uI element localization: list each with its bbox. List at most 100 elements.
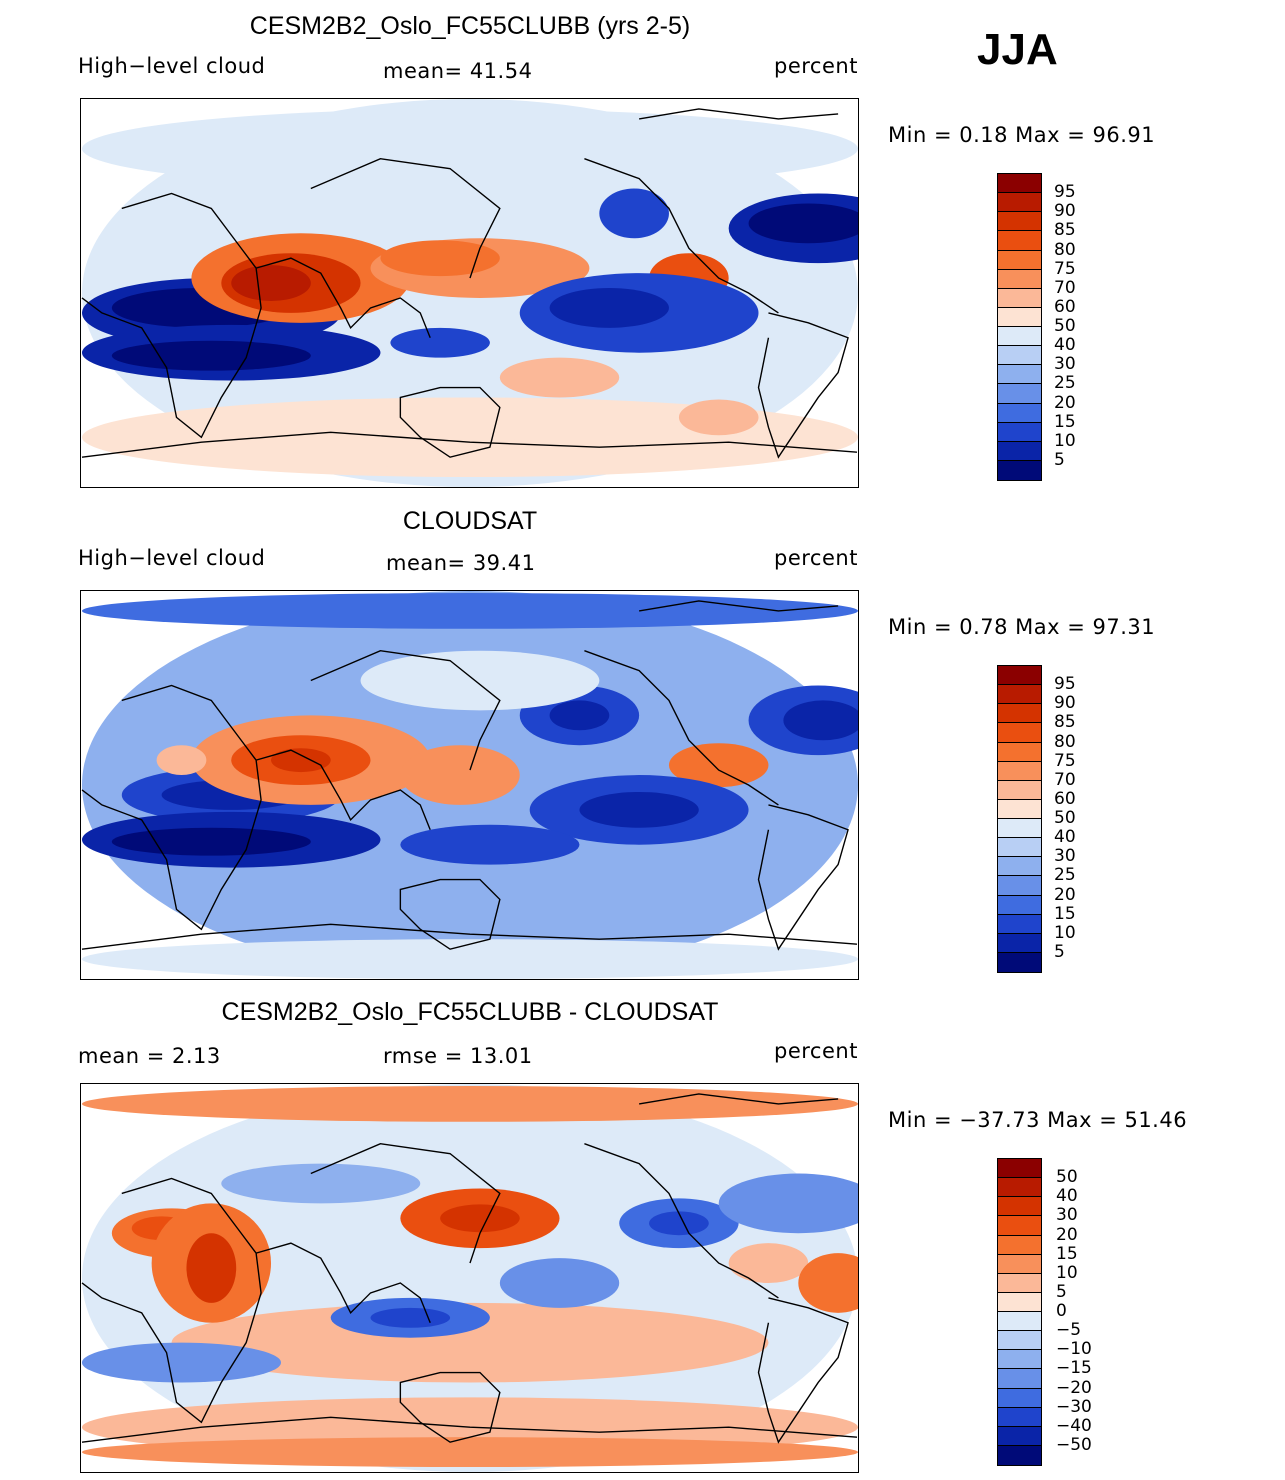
panel-2-minmax: Min = 0.78 Max = 97.31 [888, 615, 1156, 639]
field-contour [360, 650, 600, 711]
field-contour [370, 1307, 451, 1328]
colorbar-tick-label: 20 [1054, 392, 1076, 413]
colorbar-tick-label: 5 [1056, 1281, 1067, 1302]
colorbar-tick-label: 20 [1056, 1224, 1078, 1245]
field-contour [649, 1211, 709, 1236]
panel-2-left-label: High−level cloud [78, 546, 266, 570]
colorbar-tick-label: 20 [1054, 884, 1076, 905]
field-contour [599, 188, 669, 239]
colorbar-swatch [998, 231, 1041, 251]
panel-1-minmax: Min = 0.18 Max = 96.91 [888, 123, 1156, 147]
field-contour [499, 1258, 620, 1308]
colorbar-swatch [998, 780, 1041, 800]
colorbar-swatch [998, 914, 1041, 934]
coastlines [81, 1093, 858, 1444]
field-contour [81, 592, 858, 629]
colorbar-swatch [998, 1426, 1041, 1446]
colorbar-tick-label: 40 [1056, 1186, 1078, 1207]
field-contour [783, 700, 858, 741]
colorbar-tick-label: 75 [1054, 258, 1076, 279]
colorbar-swatch [998, 895, 1041, 915]
colorbar-swatch [998, 288, 1041, 308]
coastline [310, 649, 501, 771]
field-contour [728, 1243, 809, 1283]
panel-3-colorbar [997, 1158, 1042, 1466]
field-contour [400, 824, 580, 865]
field-contour [549, 288, 669, 328]
coastline [81, 192, 262, 439]
colorbar-tick-label: −20 [1056, 1377, 1092, 1398]
colorbar-tick-label: 70 [1054, 769, 1076, 790]
field-contour [549, 700, 610, 731]
colorbar-tick-label: 15 [1054, 903, 1076, 924]
field-contour [81, 939, 858, 979]
colorbar-swatch [998, 819, 1041, 839]
coastlines [81, 108, 858, 459]
colorbar-swatch [998, 327, 1041, 347]
field-layer [81, 591, 858, 979]
colorbar-tick-label: 80 [1054, 239, 1076, 260]
colorbar-swatch [998, 1216, 1041, 1236]
panel-2-units-label: percent [774, 546, 858, 570]
panel-1-units-label: percent [774, 54, 858, 78]
colorbar-swatch [998, 1292, 1041, 1312]
colorbar-swatch [998, 174, 1041, 194]
coastline [757, 312, 849, 459]
field-contour [440, 1204, 520, 1233]
colorbar-tick-label: 95 [1054, 182, 1076, 203]
coastlines [81, 600, 858, 951]
panel-3-map [80, 1083, 859, 1473]
colorbar-swatch [998, 1407, 1041, 1427]
colorbar-swatch [998, 761, 1041, 781]
panel-3-minmax: Min = −37.73 Max = 51.46 [888, 1108, 1188, 1132]
colorbar-swatch [998, 1235, 1041, 1255]
colorbar-tick-label: 60 [1054, 788, 1076, 809]
colorbar-tick-label: 40 [1054, 335, 1076, 356]
colorbar-tick-label: 85 [1054, 712, 1076, 733]
colorbar-swatch [998, 1197, 1041, 1217]
panel-1-left-label: High−level cloud [78, 54, 266, 78]
colorbar-swatch [998, 704, 1041, 724]
colorbar-swatch [998, 422, 1041, 442]
colorbar-tick-label: 60 [1054, 296, 1076, 317]
field-contour [499, 357, 620, 398]
coastline [255, 257, 431, 339]
field-contour [380, 240, 500, 277]
field-contour [579, 791, 699, 828]
coastline [639, 1093, 839, 1105]
colorbar-tick-label: 5 [1054, 941, 1065, 962]
coastline [81, 684, 262, 931]
field-contour [271, 748, 331, 773]
field-contour [400, 745, 520, 805]
panel-3-mean-label: mean = 2.13 [78, 1044, 221, 1068]
colorbar-swatch [998, 876, 1041, 896]
colorbar-swatch [998, 952, 1041, 972]
field-contour [81, 1085, 858, 1122]
coastline [255, 749, 431, 831]
coastline [639, 600, 839, 612]
colorbar-tick-label: 30 [1054, 354, 1076, 375]
panel-3-units-label: percent [774, 1039, 858, 1063]
colorbar-tick-label: 75 [1054, 750, 1076, 771]
coastline [757, 1297, 849, 1444]
panel-1-colorbar [997, 173, 1042, 481]
colorbar-tick-label: 50 [1054, 808, 1076, 828]
field-contour [231, 265, 311, 301]
coastline [639, 108, 839, 120]
panel-1-title: CESM2B2_Oslo_FC55CLUBB (yrs 2-5) [249, 12, 691, 40]
colorbar-swatch [998, 193, 1041, 213]
field-contour [668, 743, 769, 787]
colorbar-swatch [998, 933, 1041, 953]
field-contour [718, 1173, 858, 1234]
panel-3-title: CESM2B2_Oslo_FC55CLUBB - CLOUDSAT [221, 998, 719, 1026]
panel-3-rmse-label: rmse = 13.01 [383, 1044, 533, 1068]
colorbar-tick-label: 10 [1056, 1262, 1078, 1283]
colorbar-tick-label: 10 [1054, 430, 1076, 451]
colorbar-swatch [998, 307, 1041, 327]
colorbar-tick-label: −30 [1056, 1396, 1092, 1417]
colorbar-swatch [998, 384, 1041, 404]
colorbar-tick-label: 15 [1054, 411, 1076, 432]
colorbar-swatch [998, 365, 1041, 385]
colorbar-swatch [998, 1273, 1041, 1293]
colorbar-tick-label: 5 [1054, 449, 1065, 470]
